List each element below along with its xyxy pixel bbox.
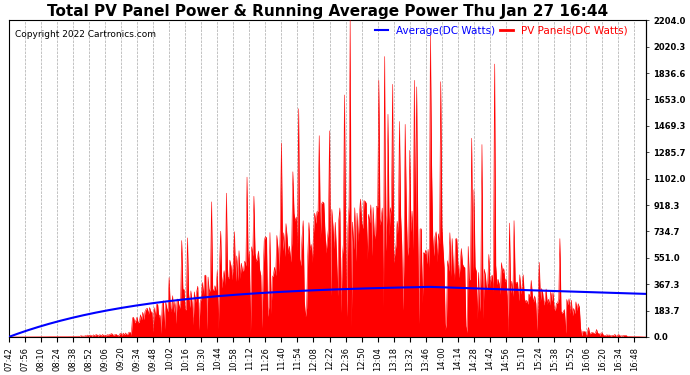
Title: Total PV Panel Power & Running Average Power Thu Jan 27 16:44: Total PV Panel Power & Running Average P… [47,4,608,19]
Text: Copyright 2022 Cartronics.com: Copyright 2022 Cartronics.com [15,30,156,39]
Legend: Average(DC Watts), PV Panels(DC Watts): Average(DC Watts), PV Panels(DC Watts) [375,26,628,36]
